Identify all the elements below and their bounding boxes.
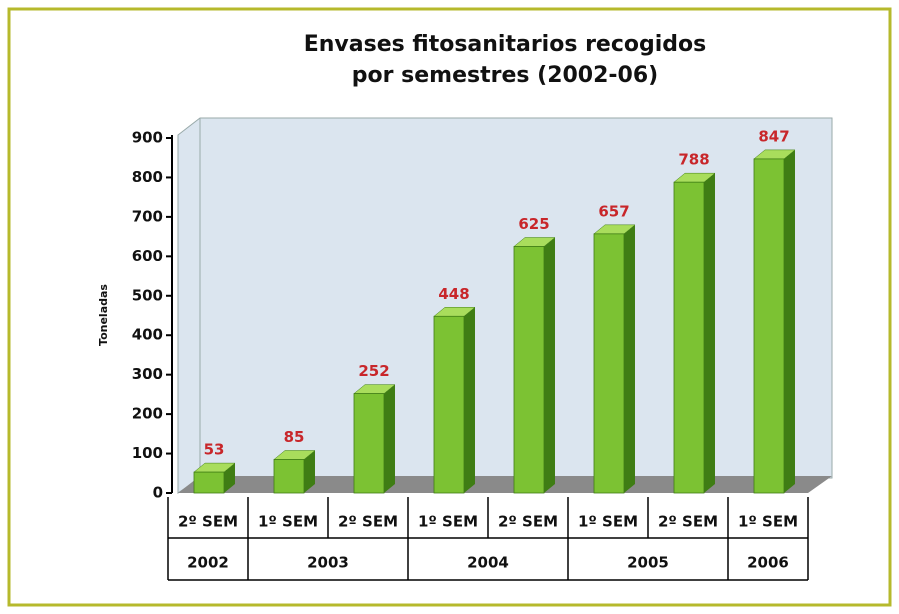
value-label: 657	[598, 202, 629, 220]
value-label: 448	[438, 285, 469, 303]
value-label: 85	[284, 428, 305, 446]
bar	[353, 393, 385, 494]
value-label: 53	[204, 441, 225, 459]
x-tick-label: 1º SEM	[418, 513, 478, 531]
x-tick-label: 2º SEM	[338, 513, 398, 531]
wall	[177, 117, 833, 494]
group-label: 2006	[747, 554, 789, 572]
bar	[673, 181, 705, 494]
bar	[193, 471, 225, 494]
x-tick-label: 1º SEM	[578, 513, 638, 531]
y-tick-label: 200	[132, 405, 163, 423]
value-label: 625	[518, 215, 549, 233]
y-tick-label: 400	[132, 326, 163, 344]
bar	[273, 459, 305, 494]
bar-side	[224, 463, 235, 493]
value-label: 788	[678, 151, 709, 169]
floor	[178, 476, 832, 493]
x-tick-label: 1º SEM	[738, 513, 798, 531]
group-label: 2004	[467, 554, 509, 572]
group-label: 2003	[307, 554, 349, 572]
bar-side	[704, 173, 715, 493]
y-tick-label: 600	[132, 247, 163, 265]
x-tick-label: 2º SEM	[658, 513, 718, 531]
group-label: 2005	[627, 554, 669, 572]
bar-side	[384, 384, 395, 493]
bar-side	[784, 149, 795, 493]
value-label: 252	[358, 362, 389, 380]
bar-side	[304, 450, 315, 493]
y-tick-label: 100	[132, 444, 163, 462]
y-tick-label: 500	[132, 286, 163, 304]
bar	[593, 233, 625, 494]
chart-title: por semestres (2002-06)	[352, 63, 658, 88]
bar-side	[624, 224, 635, 493]
x-tick-label: 2º SEM	[178, 513, 238, 531]
value-label: 847	[758, 127, 789, 145]
y-axis-label: Toneladas	[97, 284, 110, 346]
bar-side	[464, 307, 475, 493]
bar-side	[544, 237, 555, 493]
bar	[753, 158, 785, 494]
chart-title: Envases fitosanitarios recogidos	[304, 32, 707, 57]
y-tick-label: 700	[132, 207, 163, 225]
group-label: 2002	[187, 554, 229, 572]
x-tick-label: 2º SEM	[498, 513, 558, 531]
y-tick-label: 300	[132, 365, 163, 383]
y-tick-label: 0	[153, 484, 163, 502]
y-tick-label: 900	[132, 129, 163, 147]
y-tick-label: 800	[132, 168, 163, 186]
bar	[513, 246, 545, 494]
x-tick-label: 1º SEM	[258, 513, 318, 531]
bar	[433, 315, 465, 494]
